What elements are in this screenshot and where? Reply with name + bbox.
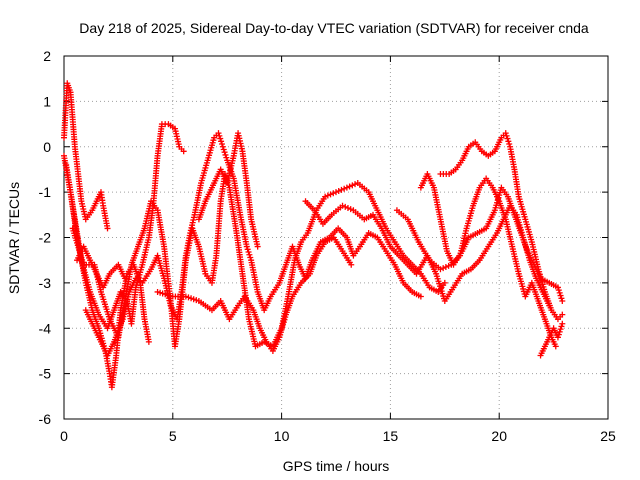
data-point [503,132,510,139]
data-point [339,202,346,209]
data-point [223,154,230,161]
data-point [559,320,566,327]
data-point [219,143,226,150]
x-axis-label: GPS time / hours [283,458,390,474]
data-point [557,326,564,333]
data-point [243,243,250,250]
data-point [558,295,565,302]
data-point [440,265,447,272]
data-point [220,146,227,153]
data-point [104,225,111,232]
data-point [327,191,334,198]
data-point [145,338,152,345]
x-tick-label: 0 [60,428,68,444]
x-tick-label: 15 [383,428,399,444]
y-tick-label: -2 [39,230,52,246]
data-point [506,141,513,148]
x-tick-label: 25 [600,428,616,444]
axis-ticks [63,55,609,420]
data-point [417,293,424,300]
x-tick-label: 20 [491,428,507,444]
data-point [335,187,342,194]
data-point [437,266,444,273]
data-point [556,328,563,335]
chart-title: Day 218 of 2025, Sidereal Day-to-day VTE… [79,20,589,36]
data-point [556,289,563,296]
data-point [254,243,261,250]
y-tick-labels: -6 -5 -4 -3 -2 -1 0 1 2 [39,48,52,427]
data-point [349,182,356,189]
data-point [445,262,452,269]
data-point [441,279,448,286]
data-point [338,186,345,193]
data-point [330,190,337,197]
data-point [559,311,566,318]
data-point [218,138,225,145]
data-point [216,132,223,139]
data-point [222,151,229,158]
x-tick-labels: 0 5 10 15 20 25 [60,428,616,444]
y-tick-label: 1 [43,93,51,109]
data-point [558,323,565,330]
y-tick-label: -1 [39,184,52,200]
data-point [555,331,562,338]
data-point [343,184,350,191]
data-point [218,141,225,148]
data-point [352,181,359,188]
data-point [552,343,559,350]
y-tick-label: -6 [39,411,52,427]
data-point [342,203,349,210]
data-point [324,192,331,199]
data-point [344,205,351,212]
y-tick-label: -4 [39,320,52,336]
data-point [504,135,511,142]
data-point [557,292,564,299]
data-point [333,189,339,196]
data-point [121,275,128,282]
y-tick-label: 0 [43,139,51,155]
data-point [346,183,353,190]
data-points [61,80,566,391]
data-point [245,249,252,256]
data-point [180,148,187,155]
data-point [217,135,224,142]
data-point [215,130,222,137]
y-tick-label: -3 [39,275,52,291]
data-point [322,193,329,200]
data-point [347,206,354,213]
data-point [554,284,561,291]
y-axis-label: SDTVAR / TECUs [6,182,22,294]
x-tick-label: 5 [169,428,177,444]
data-point [247,254,254,261]
x-tick-label: 10 [274,428,290,444]
data-point [348,261,355,268]
data-point [221,149,228,156]
data-point [341,185,348,192]
data-point [554,334,561,341]
y-tick-label: -5 [39,366,52,382]
y-tick-label: 2 [43,48,51,64]
data-point [244,246,251,253]
data-point [442,263,449,270]
data-point [555,287,562,294]
data-point [505,138,512,145]
data-point [559,298,566,305]
data-point [502,130,509,137]
data-point [246,251,253,258]
